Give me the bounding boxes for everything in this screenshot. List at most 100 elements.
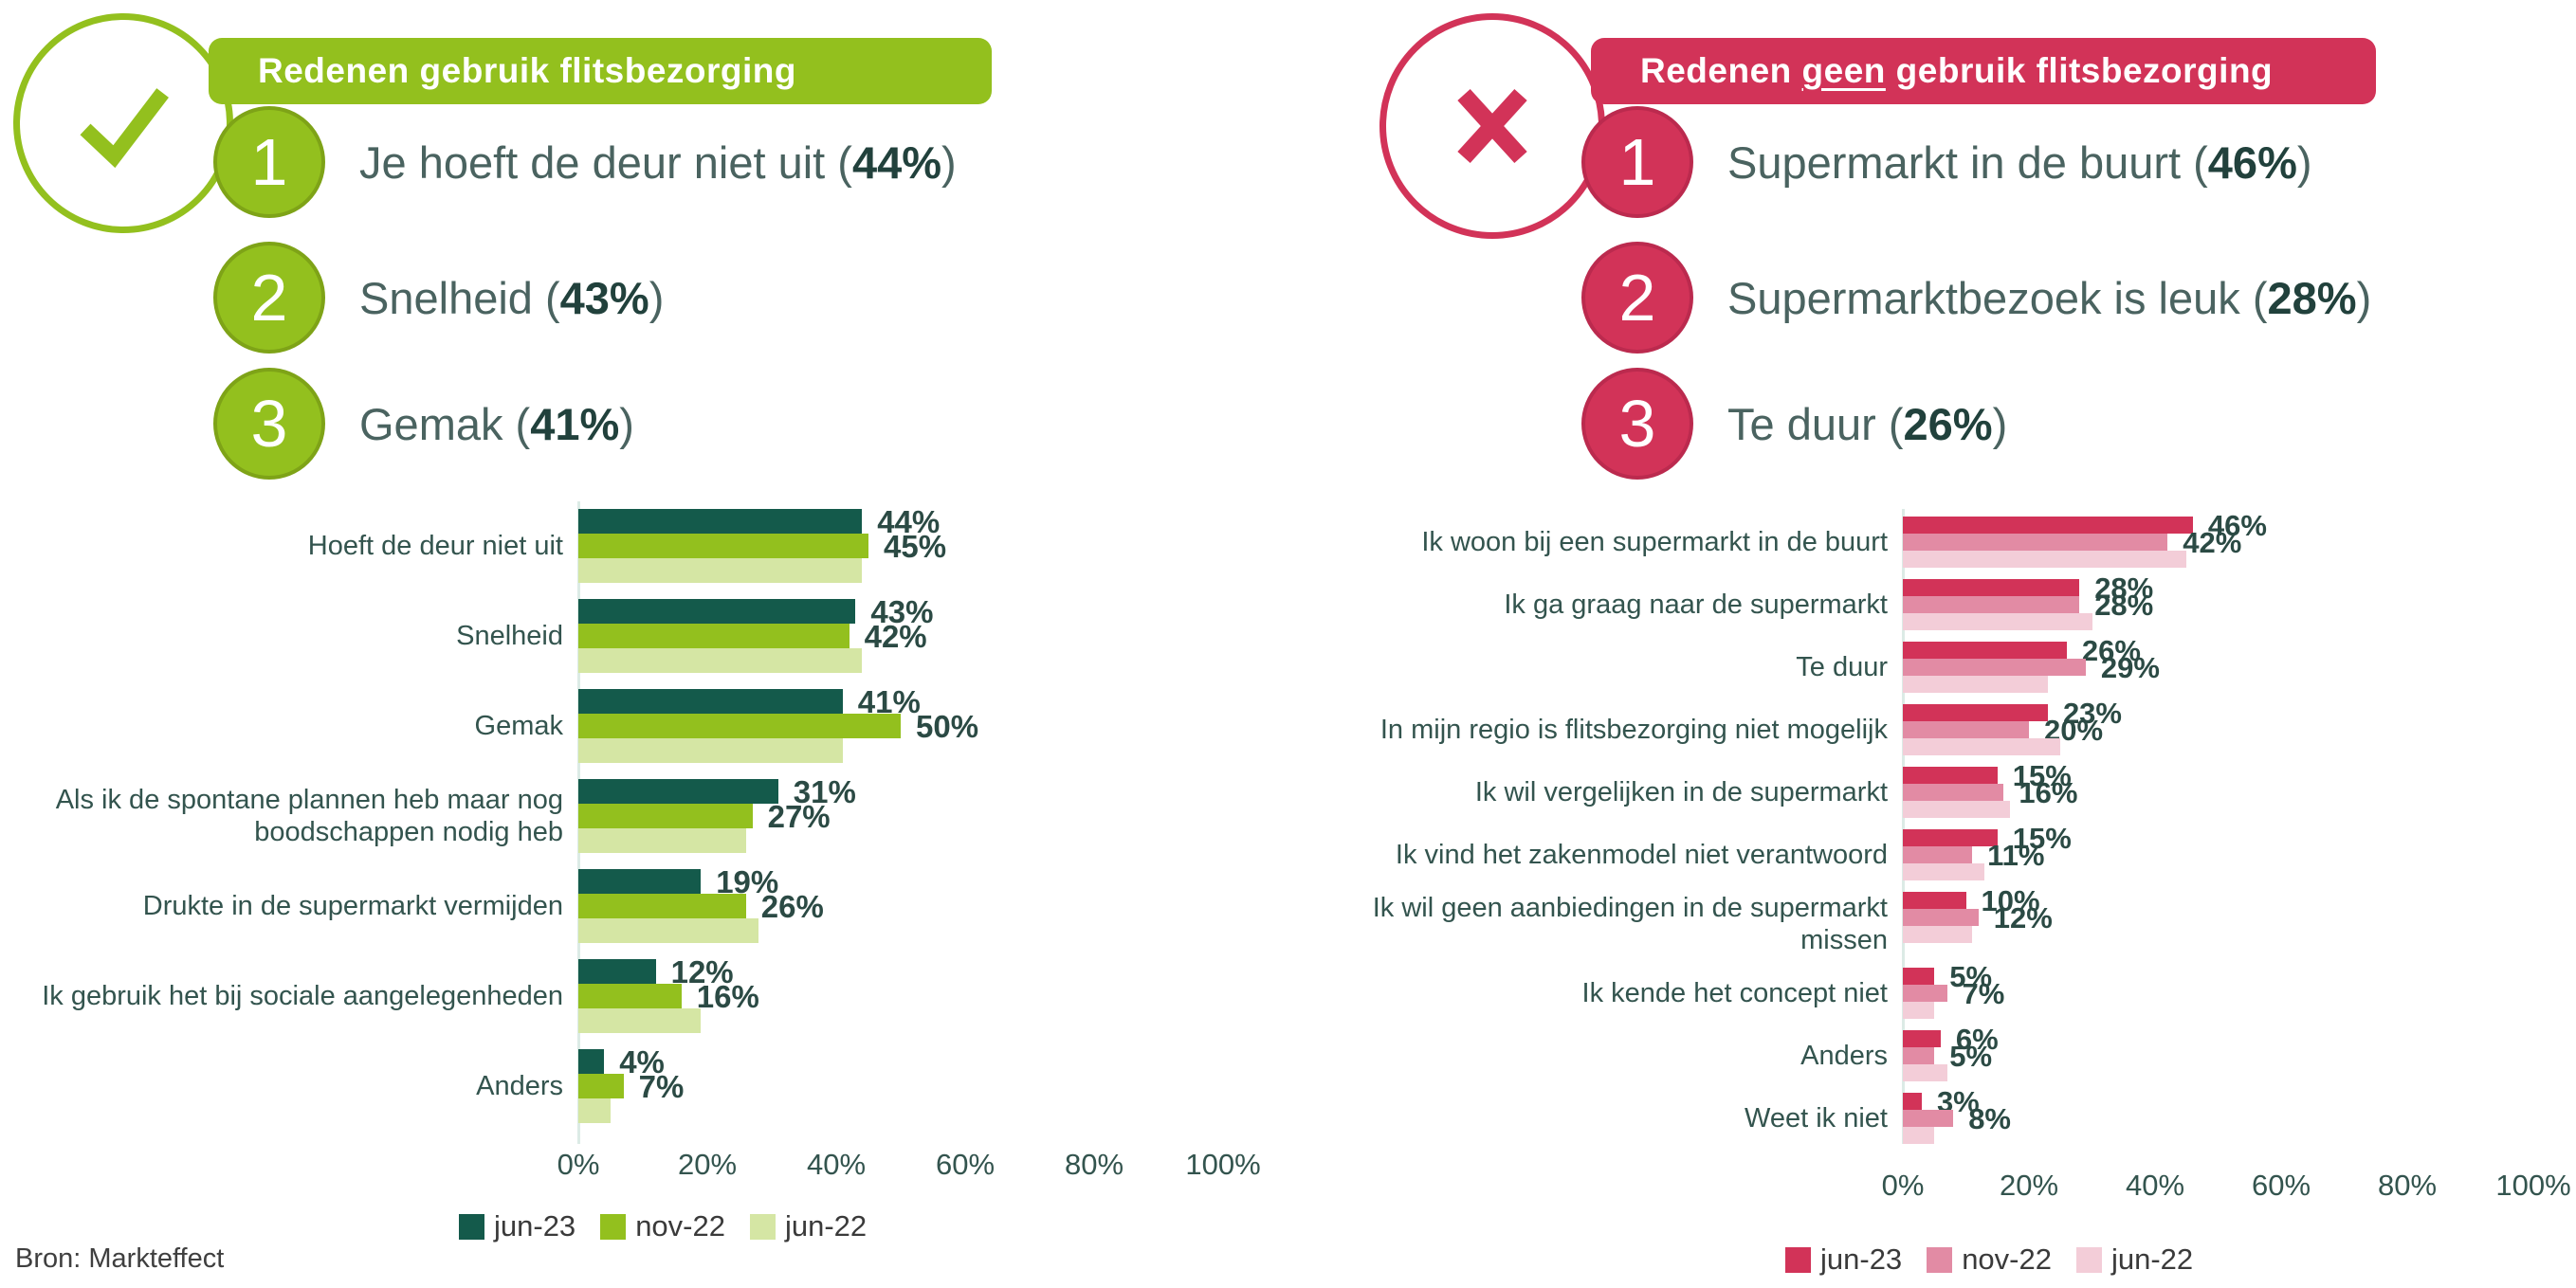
bar-row: 8%	[1903, 1104, 2533, 1134]
rank-number: 1	[250, 125, 288, 199]
value-label: 10%	[1981, 883, 2040, 917]
bars: 4% 7%	[578, 1046, 1223, 1123]
bar-row	[578, 918, 1223, 943]
bar-row: 10%	[1903, 886, 2533, 916]
category-label: Weet ik niet	[1745, 1103, 1888, 1134]
legend-item-jun-22: jun-22	[749, 1209, 867, 1243]
bar-nov-22	[1903, 985, 1947, 1003]
bar-jun-23	[1903, 1093, 1922, 1111]
bar-row: 43%	[578, 593, 1223, 629]
bars: 41% 50%	[578, 686, 1223, 763]
use-top3-item-2: 2 Snelheid (43%)	[213, 242, 664, 354]
category-label: Ik kende het concept niet	[1581, 978, 1888, 1009]
value-label: 28%	[2094, 571, 2154, 605]
bar-group: Ik woon bij een supermarkt in de buurt 46…	[1362, 511, 2576, 568]
bar-jun-22	[578, 648, 863, 673]
rank-badge: 3	[1581, 368, 1693, 480]
use-top3-item-3: 3 Gemak (41%)	[213, 368, 634, 480]
axis-tick-label: 100%	[2495, 1169, 2571, 1203]
value-label: 5%	[1949, 1039, 1993, 1073]
bar-nov-22	[1903, 784, 2004, 801]
bar-group: Ik vind het zakenmodel niet verantwoord 1…	[1362, 824, 2576, 880]
bar-row	[1903, 863, 2533, 880]
legend-label: jun-23	[1820, 1243, 1903, 1277]
value-label: 43%	[870, 593, 934, 629]
bar-row: 41%	[578, 686, 1223, 717]
bar-jun-23	[578, 959, 656, 984]
bar-row: 44%	[578, 506, 1223, 537]
y-axis-line	[1902, 509, 1905, 1144]
bar-jun-23	[578, 689, 843, 714]
value-label: 42%	[2183, 525, 2242, 559]
top3-value: 46%	[2207, 136, 2297, 188]
bar-row: 6%	[1903, 1025, 2533, 1054]
top3-item-text: Te duur (26%)	[1727, 398, 2008, 449]
legend: jun-23 nov-22 jun-22	[1785, 1243, 2576, 1277]
bar-row: 26%	[578, 891, 1223, 922]
legend-swatch	[1785, 1246, 1811, 1273]
bar-nov-22	[578, 804, 753, 828]
value-label: 23%	[2062, 696, 2122, 730]
bars: 31% 27%	[578, 773, 1223, 853]
value-label: 50%	[916, 708, 979, 744]
no-use-top3-item-1: 1 Supermarkt in de buurt (46%)	[1581, 106, 2312, 218]
axis-tick-label: 40%	[806, 1148, 867, 1181]
value-label: 5%	[1949, 959, 1993, 993]
legend-label: nov-22	[635, 1209, 725, 1243]
bar-nov-22	[1903, 596, 2080, 613]
value-label: 27%	[767, 798, 831, 834]
bar-row: 27%	[578, 801, 1223, 832]
bar-row: 15%	[1903, 761, 2533, 790]
rank-badge: 2	[1581, 242, 1693, 354]
top3-item-text: Je hoeft de deur niet uit (44%)	[359, 136, 957, 188]
use-header-title: Redenen gebruik flitsbezorging	[258, 51, 796, 90]
bar-row: 42%	[578, 621, 1223, 652]
value-label: 11%	[1987, 838, 2045, 872]
bar-group: Anders 6% 5%	[1362, 1025, 2576, 1082]
use-top3-item-1: 1 Je hoeft de deur niet uit (44%)	[213, 106, 957, 218]
axis-tick-label: 20%	[677, 1148, 738, 1181]
rank-badge: 1	[213, 106, 325, 218]
axis-tick-label: 60%	[935, 1148, 996, 1181]
top3-value: 44%	[851, 136, 942, 188]
value-label: 42%	[864, 618, 927, 654]
bar-row: 16%	[1903, 778, 2533, 807]
bar-jun-22	[1903, 863, 1985, 880]
bar-row	[578, 648, 1223, 673]
source-credit: Bron: Markteffect	[15, 1243, 225, 1274]
bar-row	[1903, 738, 2533, 755]
bar-nov-22	[578, 1074, 624, 1098]
bar-row: 50%	[578, 711, 1223, 742]
value-label: 26%	[2081, 633, 2141, 667]
chart-reasons-use: Hoeft de deur niet uit 44% 45% Snelheid 43% 4…	[19, 501, 1441, 1243]
category-label: Gemak	[474, 710, 563, 741]
bar-nov-22	[1903, 721, 2029, 738]
bar-row: 31%	[578, 773, 1223, 809]
legend-label: jun-22	[2110, 1243, 2194, 1277]
no-use-top3-item-3: 3 Te duur (26%)	[1581, 368, 2007, 480]
value-label: 15%	[2012, 758, 2072, 792]
rank-number: 3	[1618, 387, 1656, 461]
value-label: 15%	[2012, 821, 2072, 855]
bar-jun-23	[1903, 829, 1998, 846]
check-circle-icon	[13, 13, 233, 233]
bar-row: 4%	[578, 1046, 1223, 1078]
bar-group: Als ik de spontane plannen heb maar nog …	[19, 773, 1441, 853]
rank-badge: 1	[1581, 106, 1693, 218]
bar-nov-22	[578, 534, 868, 558]
bars: 23% 20%	[1903, 698, 2533, 755]
value-label: 45%	[884, 528, 947, 564]
value-label: 31%	[793, 773, 856, 809]
category-label: Ik wil geen aanbiedingen in de supermark…	[1372, 893, 1888, 956]
axis-tick-label: 0%	[1881, 1169, 1925, 1203]
value-label: 7%	[638, 1068, 685, 1104]
category-label: Te duur	[1796, 651, 1888, 682]
bar-group: Weet ik niet 3% 8%	[1362, 1087, 2576, 1145]
legend: jun-23 nov-22 jun-22	[459, 1209, 1441, 1243]
legend-swatch	[749, 1213, 776, 1240]
legend-label: jun-23	[494, 1209, 576, 1243]
bar-row: 23%	[1903, 698, 2533, 728]
bar-jun-23	[578, 599, 856, 624]
no-use-header-pill: Redenen geen gebruik flitsbezorging	[1591, 38, 2376, 104]
